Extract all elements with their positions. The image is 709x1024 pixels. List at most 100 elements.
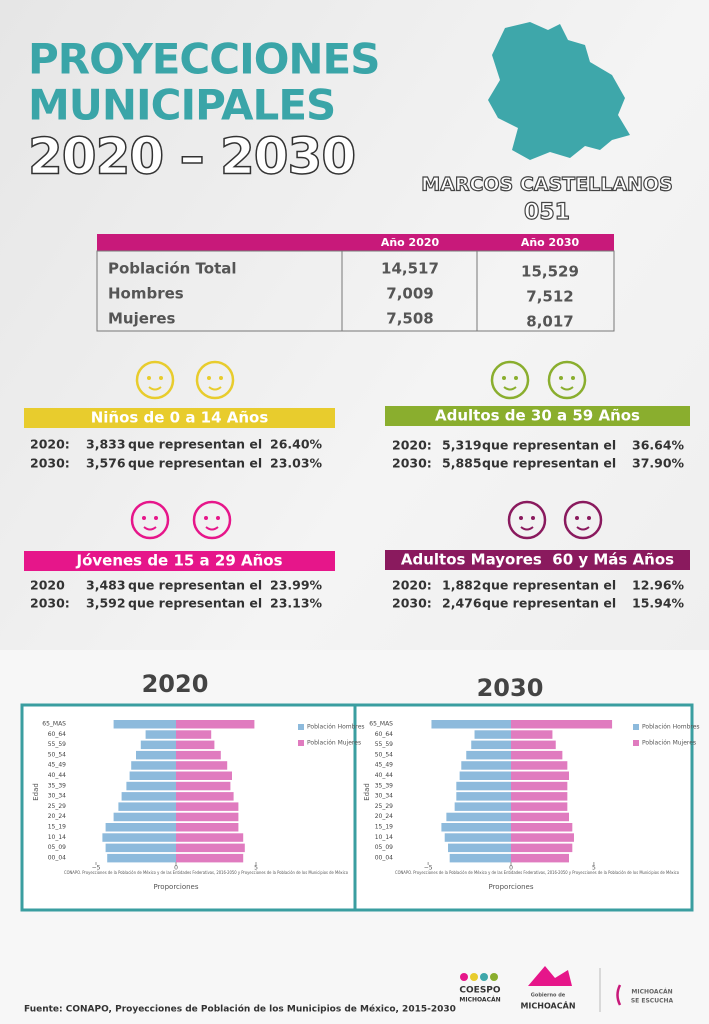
legend-swatch — [633, 740, 639, 746]
legend-label: Población Mujeres — [307, 740, 361, 747]
face-mouth — [560, 386, 574, 391]
bar — [131, 761, 176, 770]
group-line-text: 23.13% — [270, 596, 323, 611]
bar — [511, 833, 574, 842]
table-cell: 14,517 — [381, 260, 439, 278]
group-line-text: 1,882 — [442, 578, 482, 593]
face-icon — [192, 500, 232, 540]
source-note: CONAPO. Proyecciones de la Población de … — [64, 870, 349, 875]
chart-title: 2030 — [477, 674, 544, 702]
face-eye — [147, 376, 151, 380]
group-bar — [24, 551, 335, 571]
face-mouth — [520, 526, 534, 531]
bar — [113, 812, 176, 822]
bar — [446, 812, 511, 822]
bar — [176, 823, 239, 832]
face-mouth — [205, 526, 219, 531]
face-icon — [135, 360, 175, 400]
group-title: Jóvenes de 15 a 29 Años — [75, 552, 282, 570]
y-tick-label: 40_44 — [48, 772, 66, 779]
logo-text: COESPO — [459, 986, 500, 996]
y-tick-label: 40_44 — [375, 772, 393, 779]
group-bar — [24, 408, 335, 428]
face-mouth — [503, 386, 517, 391]
bar — [456, 781, 511, 791]
face-eye — [219, 376, 223, 380]
group-line-text: que representan el — [128, 578, 262, 593]
table-cell: 7,512 — [526, 288, 573, 306]
bar — [471, 740, 511, 750]
group-line-text: 3,592 — [86, 596, 126, 611]
bar — [511, 792, 568, 801]
y-tick-label: 25_29 — [48, 803, 66, 810]
face-eye — [204, 516, 208, 520]
face-eye — [514, 376, 518, 380]
group-line-text: 23.99% — [270, 578, 323, 593]
y-tick-label: 55_59 — [375, 741, 393, 748]
bar — [511, 781, 568, 791]
logo-text: Gobierno de — [531, 993, 566, 999]
source-note: CONAPO. Proyecciones de la Población de … — [395, 870, 680, 875]
y-tick-label: 50_54 — [375, 751, 393, 758]
logo-dot — [460, 973, 468, 981]
y-tick-label: 10_14 — [375, 834, 393, 841]
group-line-text: 5,319 — [442, 438, 482, 453]
group-title: Niños de 0 a 14 Años — [91, 409, 269, 427]
bar — [105, 823, 176, 832]
group-line-text: que representan el — [128, 596, 262, 611]
group-line-text: 23.03% — [270, 456, 323, 471]
bar — [511, 740, 556, 750]
y-tick-label: 05_09 — [48, 844, 66, 851]
legend-label: Población Mujeres — [642, 740, 696, 747]
group-line-text: que representan el — [128, 437, 262, 452]
y-tick-label: 35_39 — [48, 782, 66, 789]
y-tick-label: 10_14 — [48, 834, 66, 841]
bar — [461, 761, 511, 770]
logo-dot — [490, 973, 498, 981]
bar — [511, 730, 553, 739]
x-tick-label: 0 — [509, 865, 513, 872]
y-tick-label: 45_49 — [48, 762, 66, 769]
bar — [511, 853, 569, 863]
bar — [511, 812, 569, 822]
bar — [474, 730, 511, 739]
face-icon — [195, 360, 235, 400]
group-line-text: 2020: — [392, 438, 432, 453]
logo-text: MICHOACÁN — [520, 1000, 575, 1011]
group-line-text: que representan el — [482, 596, 616, 611]
group-line-text: que representan el — [482, 578, 616, 593]
y-tick-label: 45_49 — [375, 762, 393, 769]
group-line-text: 37.90% — [632, 456, 685, 471]
bar — [176, 771, 232, 780]
group-line-text: 2,476 — [442, 596, 482, 611]
legend-swatch — [298, 724, 304, 730]
bar — [511, 802, 568, 811]
face-eye — [519, 516, 523, 520]
title-line: PROYECCIONES — [28, 35, 380, 84]
y-tick-label: 60_64 — [48, 731, 66, 738]
x-tick-label: −5 — [424, 865, 433, 872]
bar — [126, 781, 176, 791]
logo-wave — [616, 984, 622, 1006]
logo-text: MICHOACÁN — [459, 997, 500, 1004]
face-icon — [130, 500, 170, 540]
bar — [449, 853, 511, 863]
y-tick-label: 60_64 — [375, 731, 393, 738]
y-tick-label: 15_19 — [375, 824, 393, 831]
municipality-map — [488, 22, 630, 160]
bar — [176, 761, 228, 770]
y-tick-label: 20_24 — [375, 813, 393, 820]
face-eye — [142, 516, 146, 520]
y-tick-label: 30_34 — [375, 793, 393, 800]
face-mouth — [143, 526, 157, 531]
bar — [176, 812, 239, 822]
legend-swatch — [298, 740, 304, 746]
face-icon — [563, 500, 603, 540]
bar — [448, 843, 511, 853]
bar — [511, 750, 563, 760]
x-axis-label: Proporciones — [153, 883, 198, 891]
group-line-text: 26.40% — [270, 437, 323, 452]
x-tick-label: 0 — [174, 865, 178, 872]
face-mouth — [576, 526, 590, 531]
face-eye — [587, 516, 591, 520]
